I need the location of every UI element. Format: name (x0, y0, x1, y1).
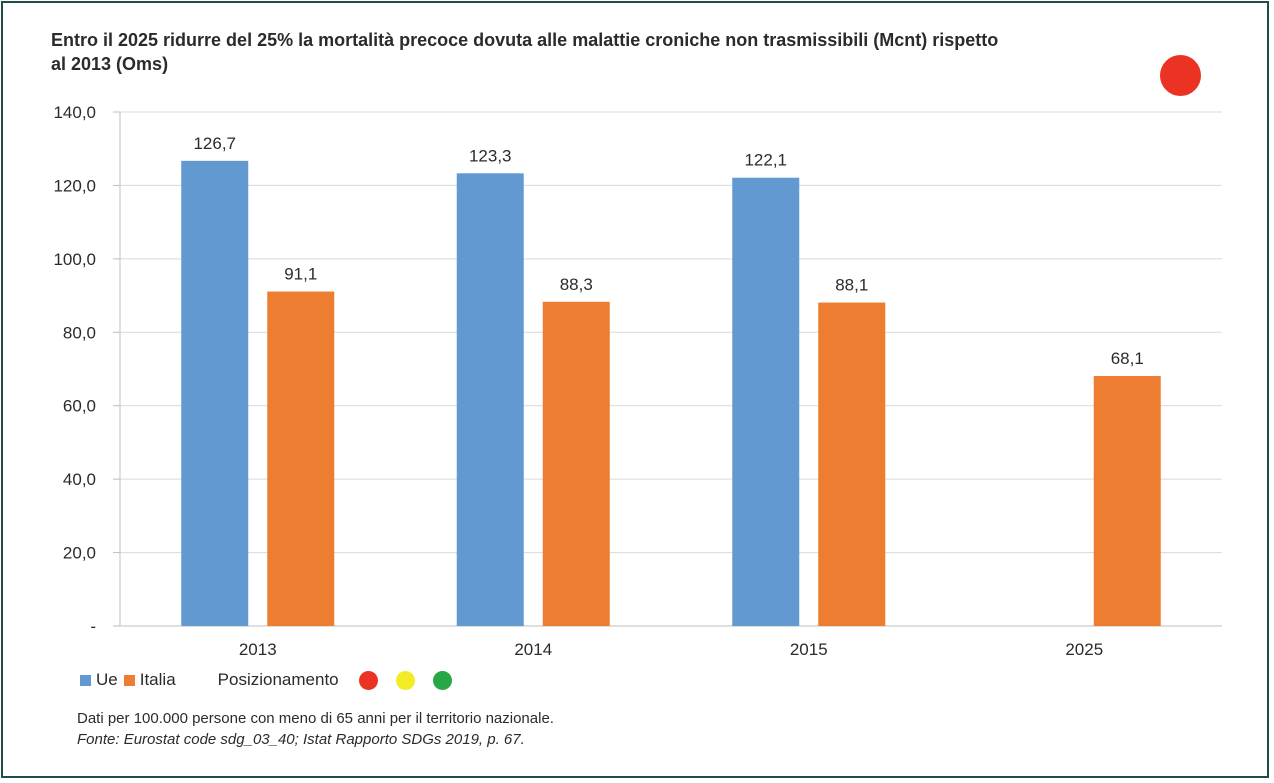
x-tick-label: 2014 (514, 640, 552, 659)
legend-label-italia: Italia (139, 670, 176, 689)
data-label-ue-2015: 122,1 (744, 151, 787, 170)
chart-notes: Dati per 100.000 persone con meno di 65 … (77, 708, 554, 750)
data-label-ue-2013: 126,7 (193, 134, 236, 153)
bar-italia-2014 (542, 301, 610, 626)
bar-italia-2015 (818, 302, 886, 626)
positioning-label: Posizionamento (217, 670, 339, 689)
positioning-yellow-dot (395, 670, 415, 690)
y-tick-label: 60,0 (63, 397, 96, 416)
notes-source-line: Fonte: Eurostat code sdg_03_40; Istat Ra… (77, 731, 525, 748)
legend: Ue Italia Posizionamento (80, 668, 470, 692)
x-tick-label: 2015 (790, 640, 828, 659)
data-label-italia-2015: 88,1 (835, 276, 868, 295)
bar-italia-2025 (1093, 375, 1161, 626)
y-tick-label: 120,0 (53, 176, 96, 195)
y-tick-label: 20,0 (63, 544, 96, 563)
bar-italia-2013 (267, 291, 335, 626)
legend-swatch-ue (80, 674, 91, 686)
data-label-italia-2013: 91,1 (284, 265, 317, 284)
notes-unit-line: Dati per 100.000 persone con meno di 65 … (77, 710, 554, 727)
data-label-ue-2014: 123,3 (469, 146, 512, 165)
y-tick-label: 80,0 (63, 323, 96, 342)
data-label-italia-2025: 68,1 (1111, 349, 1144, 368)
positioning-red-dot (358, 670, 378, 690)
positioning-green-dot (432, 670, 452, 690)
bar-ue-2015 (732, 177, 800, 626)
legend-label-ue: Ue (96, 670, 118, 689)
data-label-italia-2014: 88,3 (560, 275, 593, 294)
x-tick-label: 2025 (1065, 640, 1103, 659)
legend-item-italia: Italia (123, 670, 176, 690)
bar-ue-2013 (181, 160, 249, 626)
y-tick-label: - (90, 617, 96, 636)
legend-swatch-italia (123, 674, 135, 686)
y-tick-label: 100,0 (53, 250, 96, 269)
y-tick-label: 140,0 (53, 103, 96, 122)
bar-ue-2014 (456, 173, 524, 626)
legend-item-ue: Ue (80, 670, 118, 690)
x-tick-label: 2013 (239, 640, 277, 659)
status-indicator-dot (1160, 55, 1201, 96)
y-tick-label: 40,0 (63, 470, 96, 489)
chart-title: Entro il 2025 ridurre del 25% la mortali… (51, 30, 999, 74)
